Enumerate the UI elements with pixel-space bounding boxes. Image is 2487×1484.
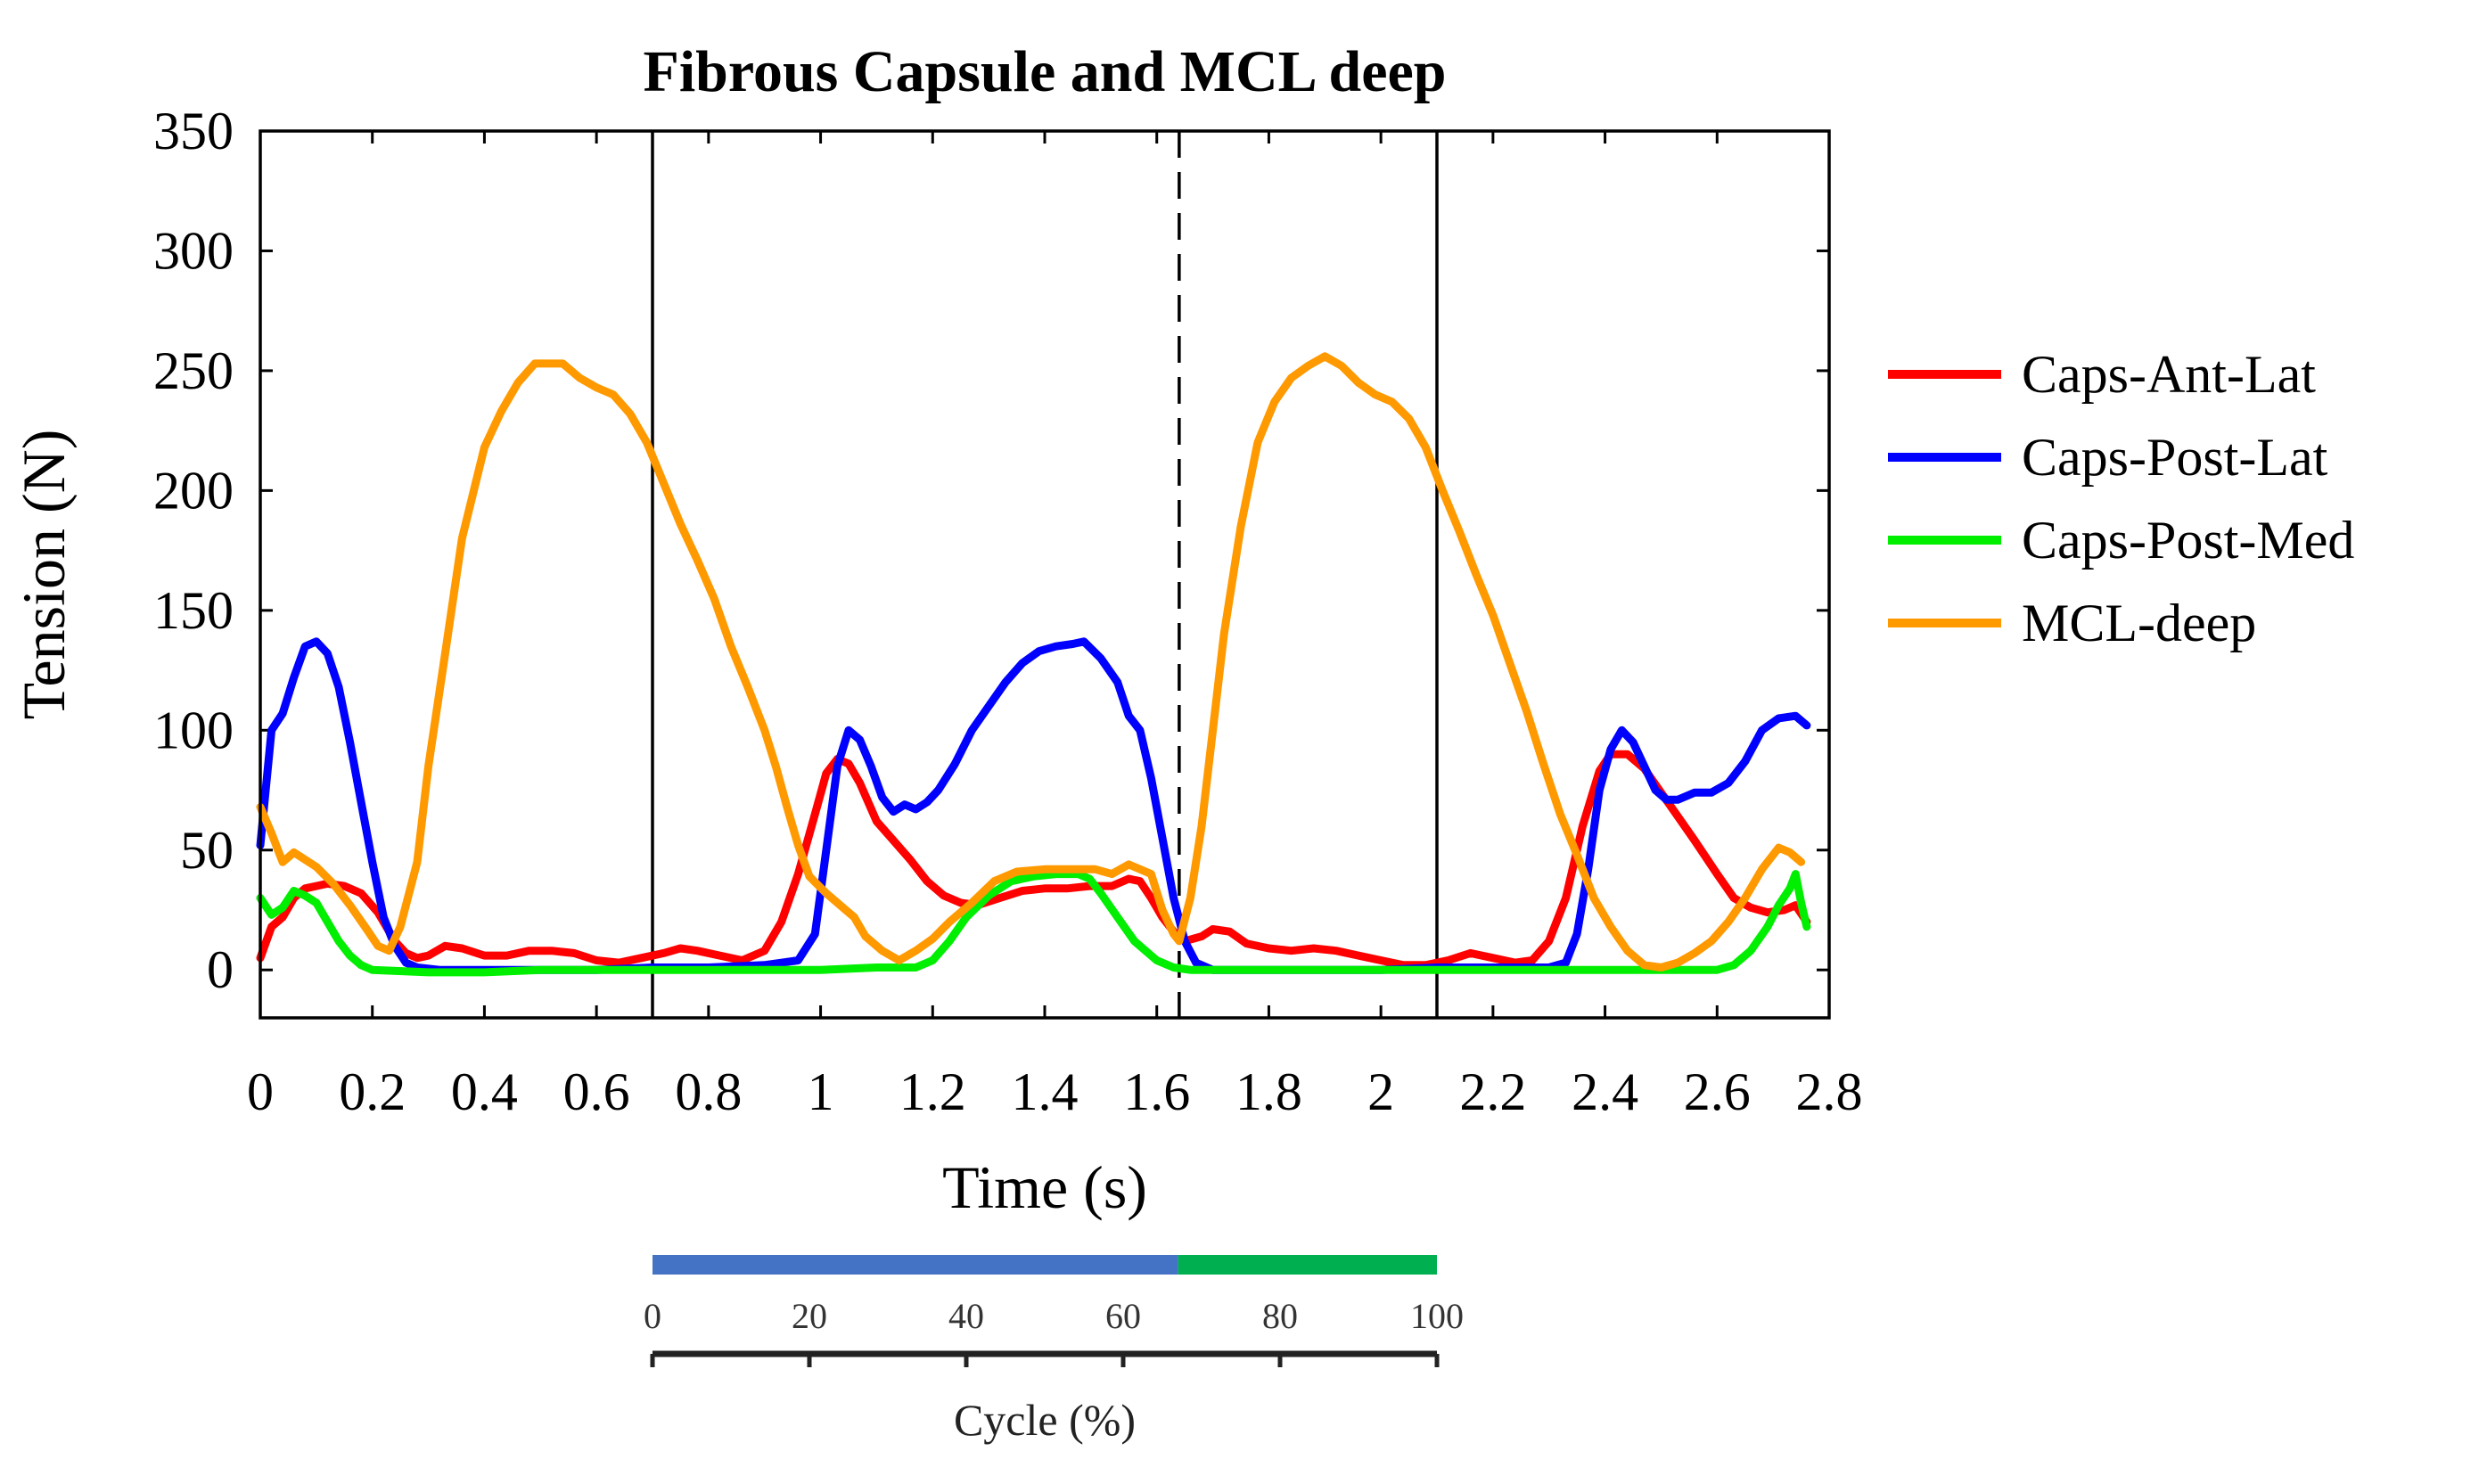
phase-bar-segment <box>1178 1255 1437 1275</box>
x-tick-label: 0.8 <box>675 1062 742 1121</box>
x-tick-label: 0.4 <box>451 1062 518 1121</box>
legend-label: Caps-Ant-Lat <box>2022 345 2316 404</box>
y-tick-label: 100 <box>153 701 234 759</box>
y-tick-label: 0 <box>207 940 234 999</box>
x-tick-label: 2.4 <box>1572 1062 1638 1121</box>
x-tick-label: 0.6 <box>563 1062 630 1121</box>
cycle-tick-label: 0 <box>644 1296 661 1336</box>
y-tick-label: 250 <box>153 341 234 400</box>
phase-bar-segment <box>653 1255 1178 1275</box>
x-tick-label: 1.4 <box>1012 1062 1079 1121</box>
cycle-tick-label: 40 <box>948 1296 984 1336</box>
x-tick-label: 2.8 <box>1796 1062 1863 1121</box>
y-tick-label: 50 <box>180 821 234 880</box>
y-tick-label: 350 <box>153 102 234 160</box>
series-line <box>256 870 1811 977</box>
cycle-tick-label: 60 <box>1105 1296 1141 1336</box>
legend: Caps-Ant-Lat Caps-Post-Lat Caps-Post-Med MC… <box>1888 345 2354 652</box>
y-tick-label: 300 <box>153 221 234 280</box>
x-tick-label: 2 <box>1367 1062 1394 1121</box>
cycle-tick-label: 20 <box>792 1296 827 1336</box>
series-line <box>256 352 1806 972</box>
series-line <box>256 750 1811 970</box>
x-tick-label: 1.6 <box>1123 1062 1190 1121</box>
cycle-tick-label: 100 <box>1410 1296 1464 1336</box>
cycle-axis-label: Cycle (%) <box>954 1395 1136 1445</box>
x-tick-label: 1 <box>808 1062 834 1121</box>
x-tick-label: 1.8 <box>1235 1062 1302 1121</box>
x-tick-label: 0.2 <box>339 1062 406 1121</box>
legend-label: Caps-Post-Med <box>2022 511 2354 570</box>
chart-title: Fibrous Capsule and MCL deep <box>644 39 1447 104</box>
y-tick-label: 200 <box>153 461 234 520</box>
cycle-tick-label: 80 <box>1262 1296 1298 1336</box>
series-line <box>256 637 1811 974</box>
plot-area: 0 0.2 0.4 0.6 0.8 1 1.2 1.4 1.6 1.8 2 2.2 2.4 2.6 2.8 0… <box>153 102 1863 1121</box>
y-axis-label: Tension (N) <box>10 430 78 720</box>
x-tick-label: 0 <box>247 1062 274 1121</box>
x-tick-label: 2.6 <box>1684 1062 1751 1121</box>
x-tick-label: 2.2 <box>1459 1062 1526 1121</box>
legend-label: MCL-deep <box>2022 594 2256 652</box>
x-axis-label: Time (s) <box>942 1153 1147 1221</box>
y-tick-label: 150 <box>153 581 234 640</box>
x-tick-label: 1.2 <box>899 1062 966 1121</box>
plot-frame <box>259 129 1831 1020</box>
legend-label: Caps-Post-Lat <box>2022 428 2328 487</box>
cycle-axis: 0 20 40 60 80 100 <box>644 1255 1464 1367</box>
